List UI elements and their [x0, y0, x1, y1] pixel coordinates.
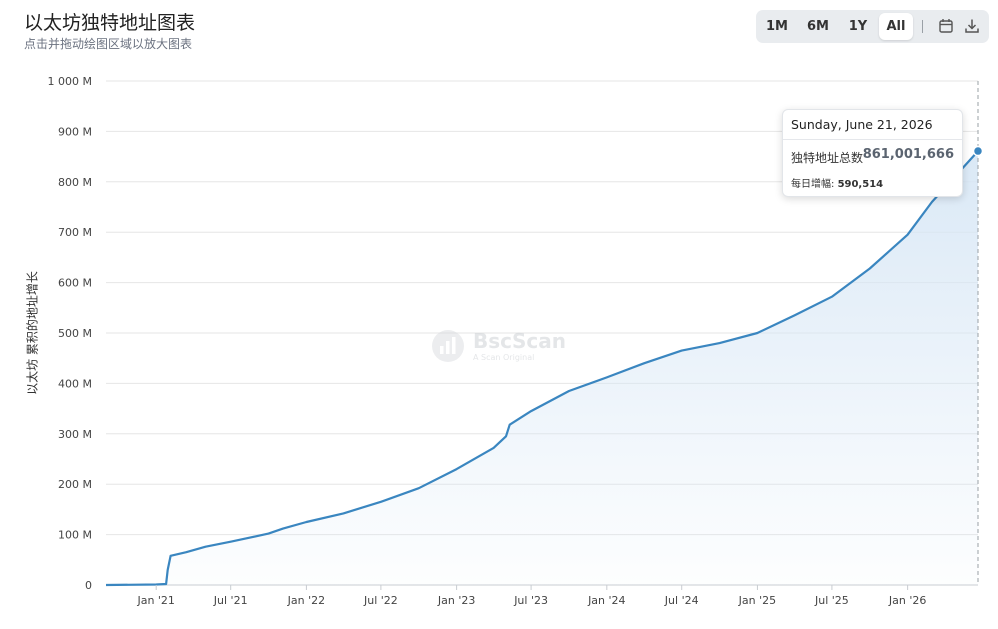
range-1y-button[interactable]: 1Y — [848, 19, 868, 34]
x-tick-label: Jul '21 — [213, 594, 248, 607]
range-6m-button[interactable]: 6M — [807, 19, 829, 34]
range-1m-button[interactable]: 1M — [766, 19, 788, 34]
tooltip-total-label: 独特地址总数 — [791, 151, 864, 165]
y-tick-label: 500 M — [58, 327, 92, 340]
watermark-brand: BscScan — [473, 329, 566, 353]
chart-tooltip: Sunday, June 21, 2026 独特地址总数 861,001,666… — [782, 109, 963, 197]
x-tick-label: Jul '24 — [664, 594, 699, 607]
series-area — [106, 151, 978, 585]
y-tick-label: 600 M — [58, 277, 92, 290]
calendar-icon[interactable] — [936, 16, 956, 36]
tooltip-daily: 每日增幅: 590,514 — [791, 175, 883, 190]
series-line — [105, 150, 979, 587]
x-tick-label: Jul '23 — [513, 594, 548, 607]
x-tick-label: Jan '26 — [888, 594, 926, 607]
y-tick-label: 300 M — [58, 428, 92, 441]
x-tick-label: Jan '24 — [587, 594, 625, 607]
y-tick-label: 800 M — [58, 176, 92, 189]
tooltip-date: Sunday, June 21, 2026 — [791, 117, 933, 132]
y-tick-label: 700 M — [58, 226, 92, 239]
range-selector: 1M 6M 1Y All — [756, 10, 989, 43]
x-tick-label: Jan '25 — [738, 594, 776, 607]
tooltip-divider — [783, 139, 962, 140]
bscscan-watermark: BscScan A Scan Original — [432, 329, 566, 362]
x-tick-label: Jan '23 — [437, 594, 475, 607]
x-tick-label: Jan '22 — [287, 594, 325, 607]
x-tick-label: Jan '21 — [136, 594, 174, 607]
page-subtitle: 点击并拖动绘图区域以放大图表 — [24, 37, 193, 51]
highlight-point[interactable] — [972, 145, 984, 157]
range-separator — [922, 20, 923, 33]
x-tick-label: Jul '25 — [814, 594, 849, 607]
y-tick-label: 100 M — [58, 529, 92, 542]
y-tick-label: 900 M — [58, 125, 92, 138]
y-tick-label: 200 M — [58, 478, 92, 491]
y-tick-label: 1 000 M — [48, 75, 92, 88]
x-tick-label: Jul '22 — [363, 594, 398, 607]
tooltip-daily-label: 每日增幅: — [791, 179, 835, 190]
tooltip-total-value: 861,001,666 — [862, 147, 954, 162]
tooltip-daily-value: 590,514 — [837, 179, 884, 190]
download-icon[interactable] — [962, 16, 982, 36]
range-all-button[interactable]: All — [879, 13, 913, 40]
watermark-tagline: A Scan Original — [473, 353, 534, 362]
y-tick-label: 400 M — [58, 377, 92, 390]
y-tick-label: 0 — [85, 579, 92, 592]
page-title: 以太坊独特地址图表 — [24, 12, 196, 34]
